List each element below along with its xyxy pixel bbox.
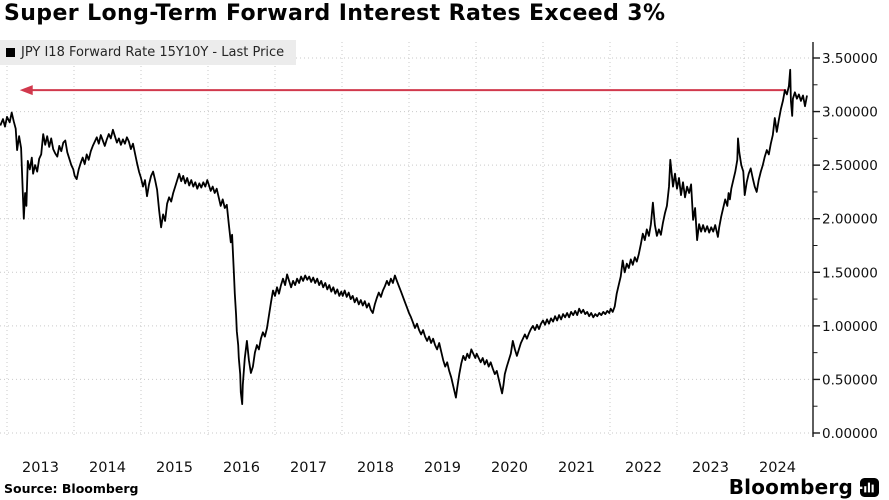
y-axis-tick-label: 1.50000 [822, 265, 878, 281]
x-axis-tick-label: 2022 [625, 460, 662, 476]
x-axis-tick-label: 2019 [424, 460, 461, 476]
x-axis-tick-label: 2018 [357, 460, 394, 476]
x-axis-tick-label: 2013 [22, 460, 59, 476]
arrow-left-head-icon [19, 85, 33, 96]
bloomberg-brand: Bloomberg [729, 475, 879, 499]
source-attribution: Source: Bloomberg [4, 481, 139, 496]
y-axis-tick-label: 2.00000 [822, 212, 878, 228]
y-axis-tick-label: 3.50000 [822, 51, 878, 67]
legend-swatch-icon [6, 48, 15, 57]
y-axis-tick-label: 3.00000 [822, 105, 878, 121]
y-axis-tick-label: 0.00000 [822, 426, 878, 442]
y-axis-tick-label: 0.50000 [822, 372, 878, 388]
x-axis-tick-label: 2017 [290, 460, 327, 476]
price-line-series [0, 68, 808, 406]
x-axis-tick-label: 2014 [89, 460, 126, 476]
x-axis-tick-label: 2024 [759, 460, 796, 476]
x-axis-tick-label: 2020 [491, 460, 528, 476]
y-axis-tick-label: 1.00000 [822, 319, 878, 335]
x-axis-tick-label: 2016 [223, 460, 260, 476]
bloomberg-logo-icon [860, 477, 879, 497]
y-axis-tick-label: 2.50000 [822, 158, 878, 174]
x-axis-tick-label: 2023 [692, 460, 729, 476]
x-axis-tick-label: 2015 [156, 460, 193, 476]
legend-label: JPY I18 Forward Rate 15Y10Y - Last Price [21, 45, 285, 60]
page-title: Super Long-Term Forward Interest Rates E… [4, 1, 666, 26]
bloomberg-wordmark: Bloomberg [728, 475, 853, 499]
chart-legend: JPY I18 Forward Rate 15Y10Y - Last Price [0, 40, 297, 65]
x-axis-tick-label: 2021 [558, 460, 595, 476]
